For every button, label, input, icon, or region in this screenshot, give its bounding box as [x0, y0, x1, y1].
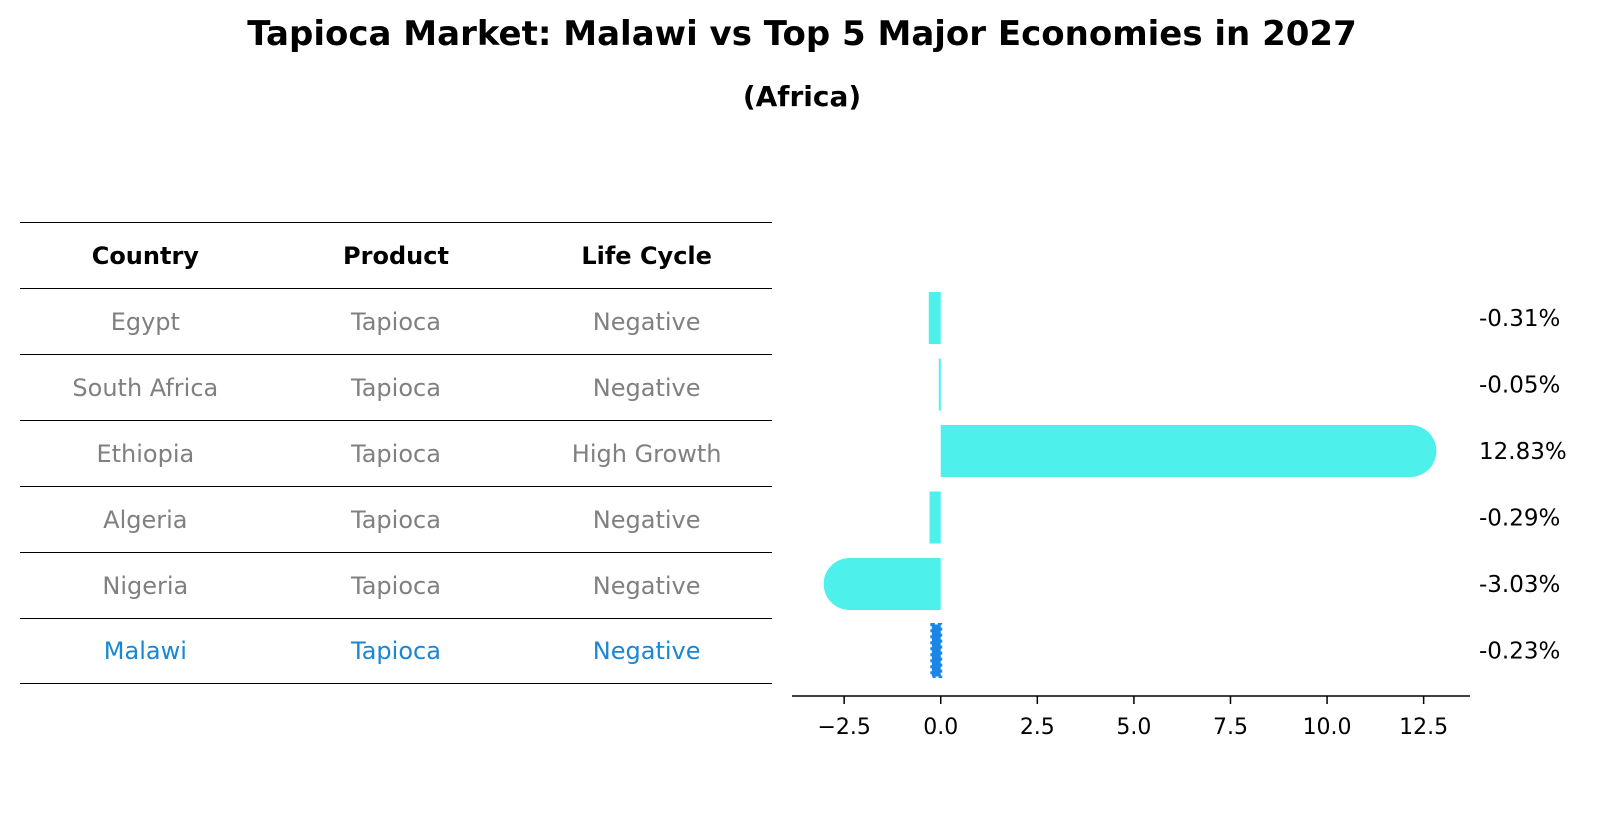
country-cell: Nigeria	[102, 571, 189, 600]
bar-malawi	[930, 623, 943, 678]
life-cycle-cell: Negative	[592, 571, 701, 600]
bar-ethiopia	[940, 425, 1437, 477]
bar-nigeria	[823, 558, 941, 610]
data-table: Country Product Life Cycle Egypt Tapioca…	[20, 222, 772, 684]
table-header-row: Country Product Life Cycle	[20, 222, 772, 288]
product-cell: Tapioca	[351, 373, 441, 402]
header-life-cycle: Life Cycle	[581, 241, 712, 270]
life-cycle-cell: Negative	[592, 505, 701, 534]
x-tick-label: 2.5	[1020, 715, 1055, 740]
x-tick-label: 7.5	[1213, 715, 1248, 740]
x-tick-label: 5.0	[1116, 715, 1151, 740]
life-cycle-cell: Negative	[592, 307, 701, 336]
country-cell: Malawi	[103, 637, 187, 665]
value-label: -0.05%	[1479, 373, 1560, 399]
product-cell: Tapioca	[351, 439, 441, 468]
country-cell: Algeria	[103, 505, 188, 534]
country-cell: Ethiopia	[96, 439, 195, 468]
table-row: Ethiopia Tapioca High Growth	[20, 420, 772, 486]
chart-title: Tapioca Market: Malawi vs Top 5 Major Ec…	[247, 14, 1357, 54]
table-row: Algeria Tapioca Negative	[20, 486, 772, 552]
value-label: -0.23%	[1479, 639, 1560, 665]
bar-egypt	[928, 292, 941, 344]
value-label: -3.03%	[1479, 572, 1560, 598]
table-row: Egypt Tapioca Negative	[20, 288, 772, 354]
header-product: Product	[343, 241, 449, 270]
life-cycle-cell: Negative	[592, 637, 701, 665]
bar-algeria	[929, 491, 941, 544]
x-tick-label: −2.5	[817, 715, 870, 740]
table-row: South Africa Tapioca Negative	[20, 354, 772, 420]
country-cell: South Africa	[72, 373, 219, 402]
x-tick-label: 12.5	[1399, 715, 1448, 740]
product-cell: Tapioca	[351, 505, 441, 534]
life-cycle-cell: High Growth	[571, 439, 722, 468]
chart-subtitle: (Africa)	[742, 80, 862, 113]
header-country: Country	[91, 241, 199, 270]
table-row-highlighted: Malawi Tapioca Negative	[20, 618, 772, 684]
table-row: Nigeria Tapioca Negative	[20, 552, 772, 618]
life-cycle-cell: Negative	[592, 373, 701, 402]
value-label: 12.83%	[1479, 439, 1567, 465]
x-tick-label: 0.0	[923, 715, 958, 740]
country-cell: Egypt	[110, 307, 180, 336]
product-cell: Tapioca	[351, 571, 441, 600]
product-cell: Tapioca	[351, 307, 441, 336]
product-cell: Tapioca	[351, 637, 441, 665]
bar-south-africa	[938, 358, 941, 411]
value-label: -0.31%	[1479, 306, 1560, 332]
x-tick-label: 10.0	[1303, 715, 1352, 740]
value-label: -0.29%	[1479, 506, 1560, 532]
